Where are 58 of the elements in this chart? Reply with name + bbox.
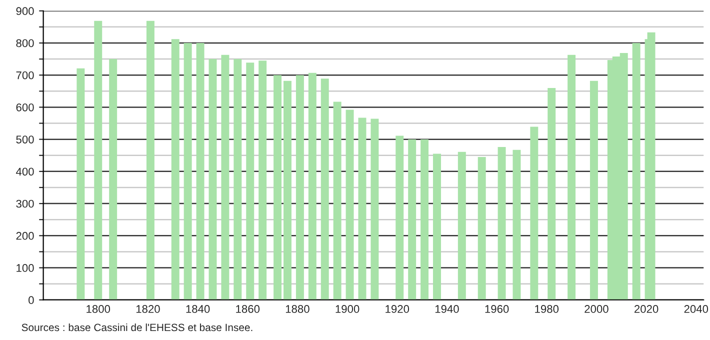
bar: [320, 78, 329, 300]
x-tick-label: 1860: [236, 305, 260, 313]
x-tick-label: 1900: [336, 305, 360, 313]
y-tick-label: 800: [16, 39, 34, 48]
bar: [358, 118, 366, 300]
x-tick-label: 1940: [435, 305, 459, 313]
bar: [308, 72, 316, 300]
source-note: Sources : base Cassini de l'EHESS et base Insee.: [22, 323, 252, 332]
bar: [146, 20, 154, 300]
bar: [632, 42, 640, 300]
bar: [171, 39, 180, 300]
bar: [530, 126, 538, 300]
y-tick-label: 0: [28, 296, 34, 304]
bar: [208, 59, 217, 300]
y-tick-label: 100: [16, 264, 34, 272]
y-tick-label: 900: [16, 7, 34, 16]
bar: [396, 136, 404, 300]
bar: [196, 42, 204, 300]
bar: [512, 150, 521, 300]
x-tick-label: 1980: [535, 305, 559, 313]
bar: [109, 59, 118, 300]
x-tick-label: 1920: [386, 305, 410, 313]
y-tick-label: 300: [16, 200, 34, 208]
x-tick-label: 1880: [286, 305, 310, 313]
bar: [433, 154, 441, 300]
bar: [94, 20, 102, 300]
bar: [498, 147, 506, 300]
bar: [234, 59, 242, 300]
x-tick-label: 1800: [86, 305, 110, 313]
bar: [458, 152, 466, 300]
bar: [296, 75, 304, 300]
bar: [284, 80, 292, 300]
bar: [258, 60, 267, 300]
bar: [76, 68, 85, 300]
bar: [346, 110, 354, 300]
bar: [370, 118, 379, 300]
y-tick-label: 400: [16, 168, 34, 176]
x-tick-label: 2040: [684, 305, 708, 313]
y-tick-label: 700: [16, 71, 34, 80]
x-tick-label: 1840: [186, 305, 210, 313]
y-tick-label: 600: [16, 103, 34, 112]
x-tick-label: 1960: [485, 305, 509, 313]
x-tick-label: 1820: [136, 305, 160, 313]
bar: [221, 54, 230, 300]
bar: [420, 139, 429, 300]
bar: [333, 102, 342, 300]
bar: [408, 139, 416, 300]
x-tick-label: 2000: [584, 305, 608, 313]
bar: [184, 42, 192, 300]
y-tick-label: 500: [16, 136, 34, 144]
x-tick-label: 2020: [634, 305, 658, 313]
y-tick-label: 200: [16, 232, 34, 240]
bar: [590, 80, 598, 300]
bar: [274, 75, 282, 300]
bar: [478, 156, 486, 300]
bar: [548, 88, 556, 300]
bar: [568, 54, 576, 300]
bar: [246, 62, 254, 300]
